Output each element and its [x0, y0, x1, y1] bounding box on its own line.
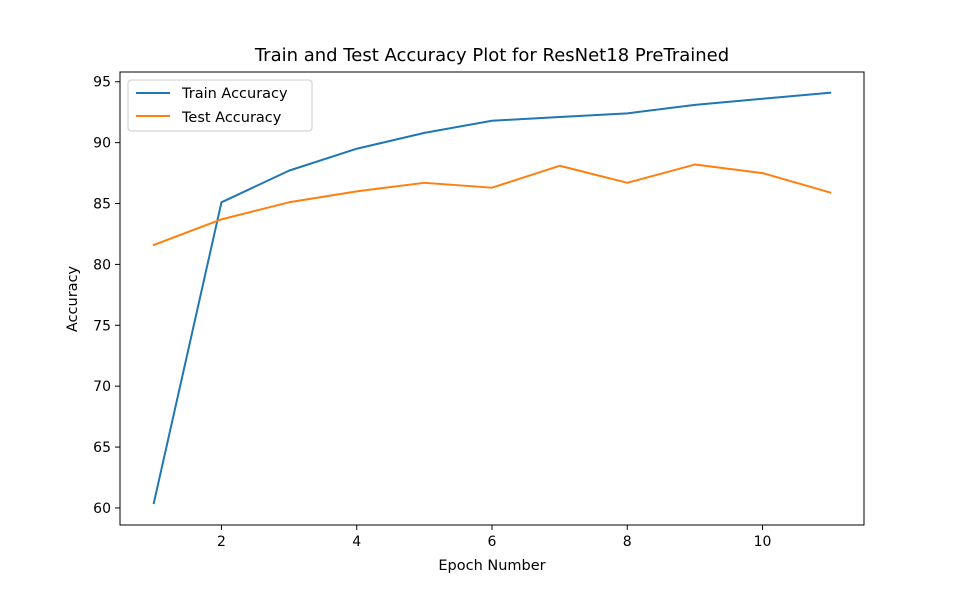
- x-axis-title: Epoch Number: [438, 558, 545, 574]
- y-tick-label: 85: [93, 197, 111, 213]
- x-axis-ticks: 2 4 6 8 10: [217, 525, 771, 550]
- x-tick-label: 8: [623, 534, 632, 550]
- y-tick-label: 95: [93, 75, 111, 91]
- y-tick-label: 90: [93, 136, 111, 152]
- series-layer: [152, 91, 832, 505]
- legend-label-test: Test Accuracy: [181, 110, 282, 126]
- y-tick-label: 80: [93, 257, 111, 273]
- x-tick-label: 10: [754, 534, 772, 550]
- y-axis-title: Accuracy: [65, 265, 81, 332]
- y-tick-label: 70: [93, 379, 111, 395]
- y-tick-label: 60: [93, 501, 111, 517]
- chart-title: Train and Test Accuracy Plot for ResNet1…: [254, 45, 729, 66]
- plot-frame: [119, 71, 865, 526]
- x-tick-label: 6: [488, 534, 497, 550]
- x-tick-label: 4: [352, 534, 361, 550]
- legend: Train Accuracy Test Accuracy: [127, 79, 313, 132]
- x-tick-label: 2: [217, 534, 226, 550]
- legend-label-train: Train Accuracy: [181, 86, 288, 102]
- y-tick-label: 75: [93, 318, 111, 334]
- y-axis-ticks: 60 65 70 75 80 85 90 95: [93, 75, 120, 517]
- y-tick-label: 65: [93, 440, 111, 456]
- legend-box: [127, 79, 313, 132]
